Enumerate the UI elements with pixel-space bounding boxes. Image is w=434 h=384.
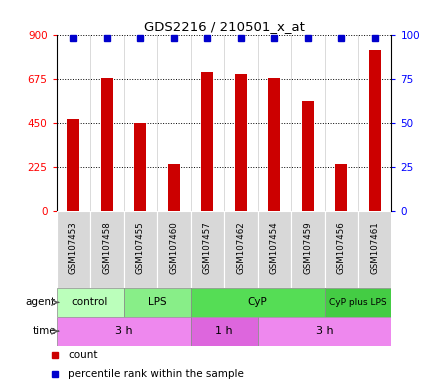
Bar [190,211,224,288]
Text: GSM107455: GSM107455 [135,222,145,275]
Bar [290,211,324,288]
Text: CyP: CyP [247,297,267,308]
Bar [224,211,257,288]
Bar [324,288,391,317]
Bar [168,164,179,211]
Bar [324,211,357,288]
Bar [101,78,112,211]
Text: GSM107460: GSM107460 [169,222,178,275]
Text: count: count [68,350,98,360]
Bar [268,78,279,211]
Bar [123,288,190,317]
Bar [190,288,324,317]
Text: 3 h: 3 h [315,326,332,336]
Bar [56,288,123,317]
Text: agent: agent [26,297,56,308]
Text: control: control [72,297,108,308]
Bar [157,211,190,288]
Bar [67,119,79,211]
Bar [257,317,391,346]
Bar [123,211,157,288]
Bar [301,101,313,211]
Bar [335,164,346,211]
Text: GSM107456: GSM107456 [336,222,345,275]
Text: GSM107459: GSM107459 [302,222,312,275]
Bar [56,317,190,346]
Text: GSM107462: GSM107462 [236,222,245,275]
Bar [234,74,246,211]
Title: GDS2216 / 210501_x_at: GDS2216 / 210501_x_at [143,20,304,33]
Text: GSM107453: GSM107453 [69,222,78,275]
Text: GSM107457: GSM107457 [202,222,211,275]
Text: GSM107454: GSM107454 [269,222,278,275]
Text: CyP plus LPS: CyP plus LPS [329,298,386,307]
Text: LPS: LPS [148,297,166,308]
Text: time: time [32,326,56,336]
Text: 1 h: 1 h [215,326,232,336]
Bar [257,211,290,288]
Text: GSM107458: GSM107458 [102,222,111,275]
Bar [134,123,146,211]
Text: GSM107461: GSM107461 [369,222,378,275]
Text: percentile rank within the sample: percentile rank within the sample [68,369,244,379]
Bar [357,211,391,288]
Text: 3 h: 3 h [115,326,132,336]
Bar [56,211,90,288]
Bar [190,317,257,346]
Bar [368,50,380,211]
Bar [90,211,123,288]
Bar [201,72,213,211]
